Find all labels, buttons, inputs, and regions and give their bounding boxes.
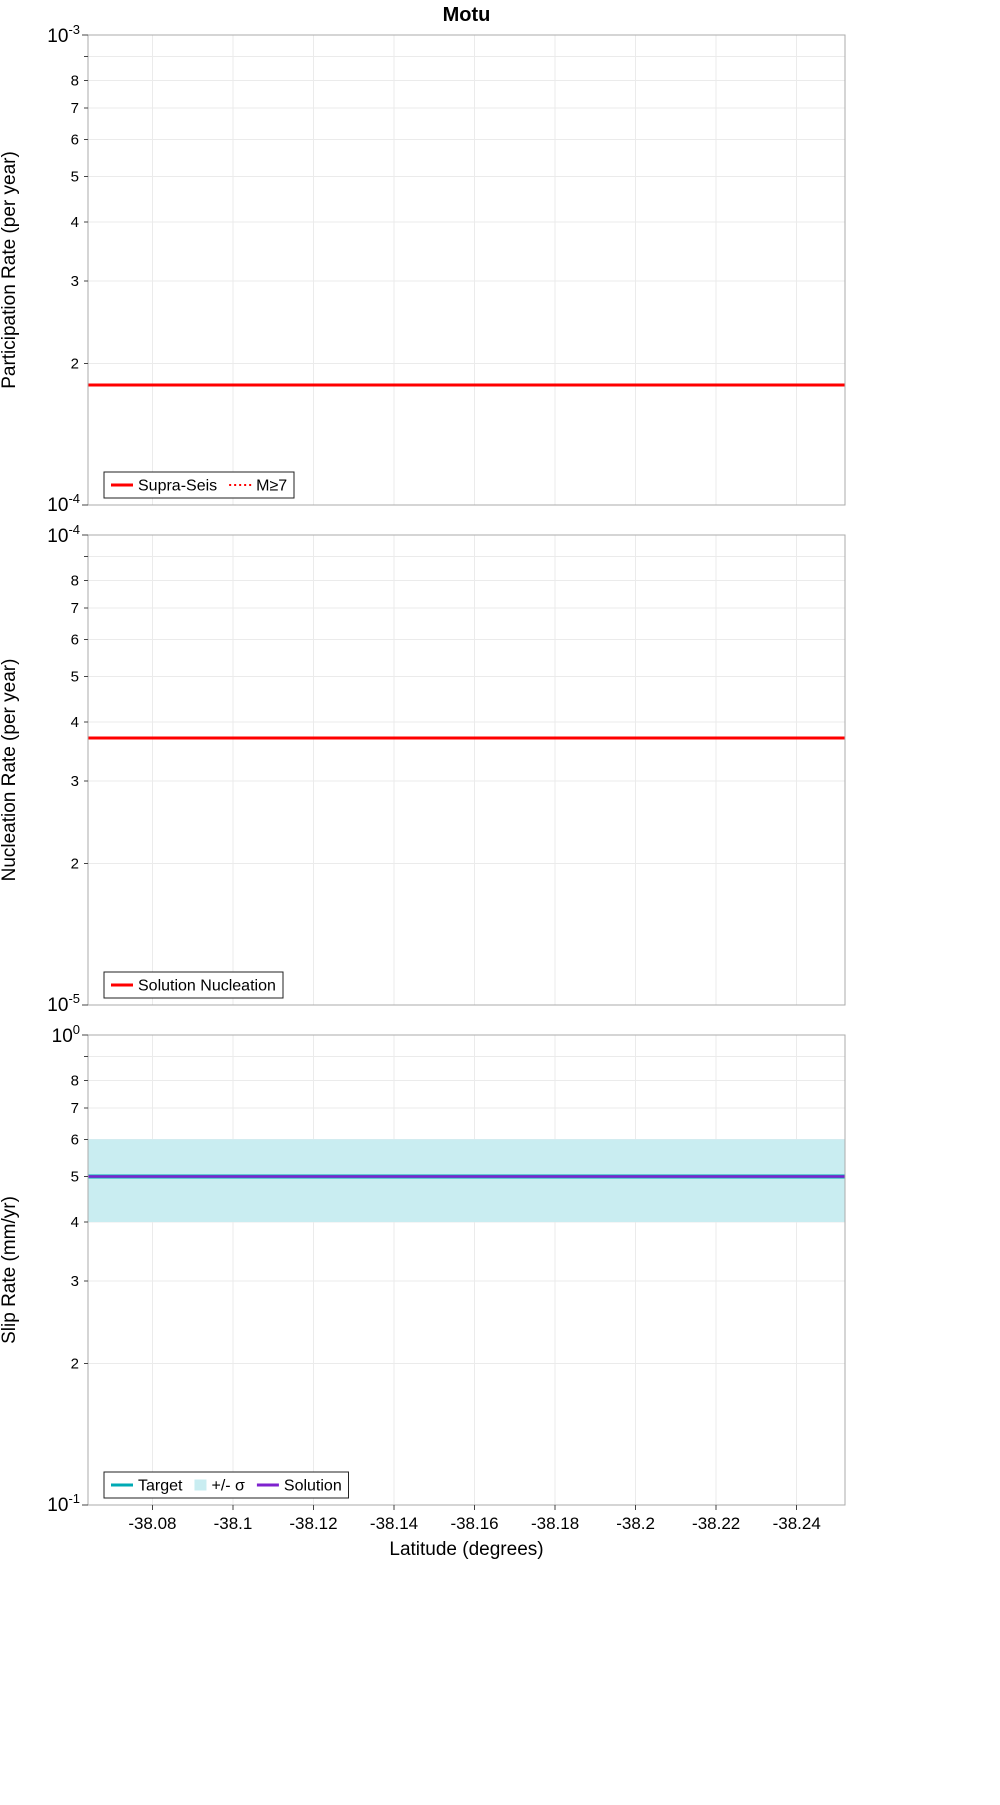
plot-area [88, 535, 845, 1005]
y-tick-label: 2 [71, 356, 79, 373]
x-tick-label: -38.24 [773, 1514, 821, 1533]
gridlines [88, 535, 845, 1005]
y-tick-label: 7 [71, 100, 79, 117]
legend-box [103, 971, 284, 999]
y-tick-label: 7 [71, 600, 79, 617]
y-tick-label: 4 [71, 1214, 79, 1231]
y-tick-label: 2 [71, 856, 79, 873]
y-tick-label: 3 [71, 1273, 79, 1290]
legend-label: M≥7 [256, 478, 287, 495]
y-tick-label: 4 [71, 714, 79, 731]
y-decade-label-bottom: 10-5 [47, 991, 80, 1016]
y-tick-label: 6 [71, 131, 79, 148]
y-tick-label: 6 [71, 631, 79, 648]
y-decade-label-top: 10-3 [47, 22, 80, 47]
legend-box [103, 471, 295, 499]
chart-nucleation-rate: 2 3 4 5 6 7 8 10-4 10-5 Nucleation Rate (per year… [0, 522, 846, 1016]
legend-label: Solution [284, 1478, 342, 1495]
x-tick-label: -38.12 [289, 1514, 337, 1533]
x-tick-label: -38.14 [370, 1514, 418, 1533]
chart-slip-rate: 2 3 4 5 6 7 8 100 10-1 Slip Rate (mm/yr) -38.08 -38… [0, 1022, 846, 1560]
y-tick-label: 5 [71, 668, 79, 685]
y-tick-label: 7 [71, 1100, 79, 1117]
y-tick-label: 3 [71, 273, 79, 290]
plot-area [88, 35, 845, 505]
x-tick-label: -38.1 [214, 1514, 253, 1533]
x-tick-label: -38.2 [616, 1514, 655, 1533]
x-tick-label: -38.18 [531, 1514, 579, 1533]
x-tick-label: -38.22 [692, 1514, 740, 1533]
legend-label: +/- σ [211, 1478, 245, 1495]
y-tick-marks [82, 534, 88, 1006]
y-decade-label-bottom: 10-4 [47, 491, 80, 516]
x-axis-title: Latitude (degrees) [389, 1539, 543, 1560]
y-tick-label: 8 [71, 1073, 79, 1090]
y-tick-label: 3 [71, 773, 79, 790]
y-decade-label-top: 100 [52, 1022, 80, 1047]
y-tick-label: 5 [71, 168, 79, 185]
legend: Target +/- σ Solution [103, 1471, 350, 1499]
y-decade-label-bottom: 10-1 [47, 1491, 80, 1516]
legend-label: Supra-Seis [138, 478, 217, 495]
x-tick-label: -38.16 [450, 1514, 498, 1533]
plot-frame [87, 534, 846, 1006]
uncertainty-band [88, 1139, 845, 1223]
plot-frame [87, 34, 846, 506]
y-axis-title: Nucleation Rate (per year) [0, 659, 20, 882]
y-tick-label: 2 [71, 1356, 79, 1373]
plot-area [88, 1035, 845, 1505]
y-tick-marks [82, 34, 88, 506]
legend: Supra-Seis M≥7 [103, 471, 295, 499]
y-axis-title: Participation Rate (per year) [0, 151, 20, 389]
legend-swatch-patch [194, 1479, 207, 1491]
y-tick-label: 8 [71, 573, 79, 590]
y-tick-label: 8 [71, 73, 79, 90]
y-tick-label: 5 [71, 1168, 79, 1185]
plot-frame [87, 1034, 846, 1506]
legend: Solution Nucleation [103, 971, 284, 999]
gridlines [88, 35, 845, 505]
x-tick-label: -38.08 [128, 1514, 176, 1533]
y-axis-title: Slip Rate (mm/yr) [0, 1196, 20, 1344]
y-tick-marks [82, 1034, 88, 1506]
y-tick-label: 6 [71, 1131, 79, 1148]
y-decade-label-top: 10-4 [47, 522, 80, 547]
legend-label: Solution Nucleation [138, 978, 276, 995]
legend-label: Target [138, 1478, 183, 1495]
y-tick-label: 4 [71, 214, 79, 231]
chart-participation-rate: 2 3 4 5 6 7 8 10-3 10-4 Participation Rate (per y… [0, 22, 846, 516]
figure-title: Motu [443, 4, 491, 26]
legend-box [103, 1471, 350, 1499]
